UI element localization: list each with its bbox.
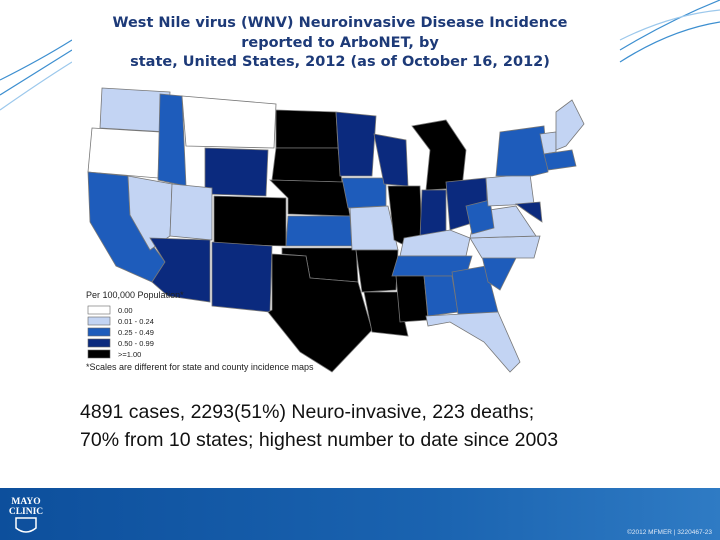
legend-title: Per 100,000 Population* (86, 290, 184, 300)
footer-bar (0, 488, 720, 540)
us-map (87, 87, 585, 373)
legend-swatch (87, 327, 111, 337)
legend-label: 0.50 - 0.99 (118, 339, 154, 348)
decor-swoosh (0, 0, 720, 111)
map-title: West Nile virus (WNV) Neuroinvasive Dise… (113, 15, 568, 31)
map-title: reported to ArboNET, by (241, 35, 439, 51)
legend-label: 0.25 - 0.49 (118, 328, 154, 337)
legend-swatch (87, 349, 111, 359)
legend-label: 0.00 (118, 306, 133, 315)
caption-line: 70% from 10 states; highest number to da… (80, 429, 558, 451)
caption-line: 4891 cases, 2293(51%) Neuro-invasive, 22… (80, 401, 534, 423)
map-title: state, United States, 2012 (as of Octobe… (130, 54, 550, 70)
copyright: ©2012 MFMER | 3220467-23 (627, 528, 712, 536)
legend: 0.00 0.01 - 0.24 0.25 - 0.49 0.50 - 0.99 >=1… (87, 305, 154, 359)
legend-swatch (87, 338, 111, 348)
logo-shield (15, 517, 37, 533)
map-footnote: *Scales are different for state and coun… (86, 362, 314, 372)
legend-label: 0.01 - 0.24 (118, 317, 154, 326)
legend-swatch (87, 305, 111, 315)
legend-label: >=1.00 (118, 350, 141, 359)
logo-text: CLINIC (9, 507, 43, 517)
logo-text: MAYO (11, 497, 40, 507)
legend-swatch (87, 316, 111, 326)
